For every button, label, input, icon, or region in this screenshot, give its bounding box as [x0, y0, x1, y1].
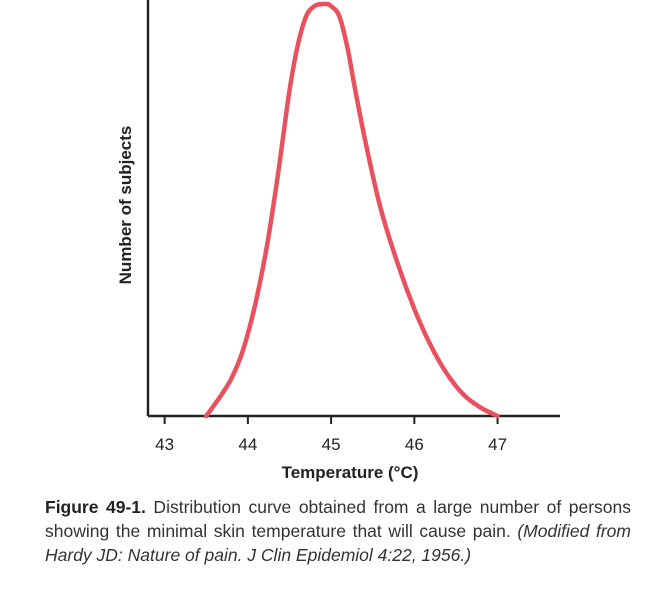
distribution-chart: 43 44 45 46 47 Temperature (°C) Number of su…: [116, 0, 560, 482]
series-line: [204, 1, 500, 419]
x-tick-label: 46: [405, 435, 424, 454]
caption-source: (Modified from Hardy JD: Nature of pain.…: [45, 521, 631, 565]
x-tick-label: 44: [238, 435, 257, 454]
x-tick-label: 47: [488, 435, 507, 454]
x-tick-label: 43: [155, 435, 174, 454]
figure-caption: Figure 49-1. Distribution curve obtained…: [45, 495, 631, 567]
figure-label: Figure 49-1.: [45, 497, 146, 517]
x-tick-label: 45: [322, 435, 341, 454]
y-axis-title: Number of subjects: [116, 126, 135, 285]
x-axis-title: Temperature (°C): [282, 463, 419, 482]
x-axis-ticks: 43 44 45 46 47: [155, 416, 507, 454]
caption-text: Distribution curve obtained from a large…: [45, 497, 631, 541]
